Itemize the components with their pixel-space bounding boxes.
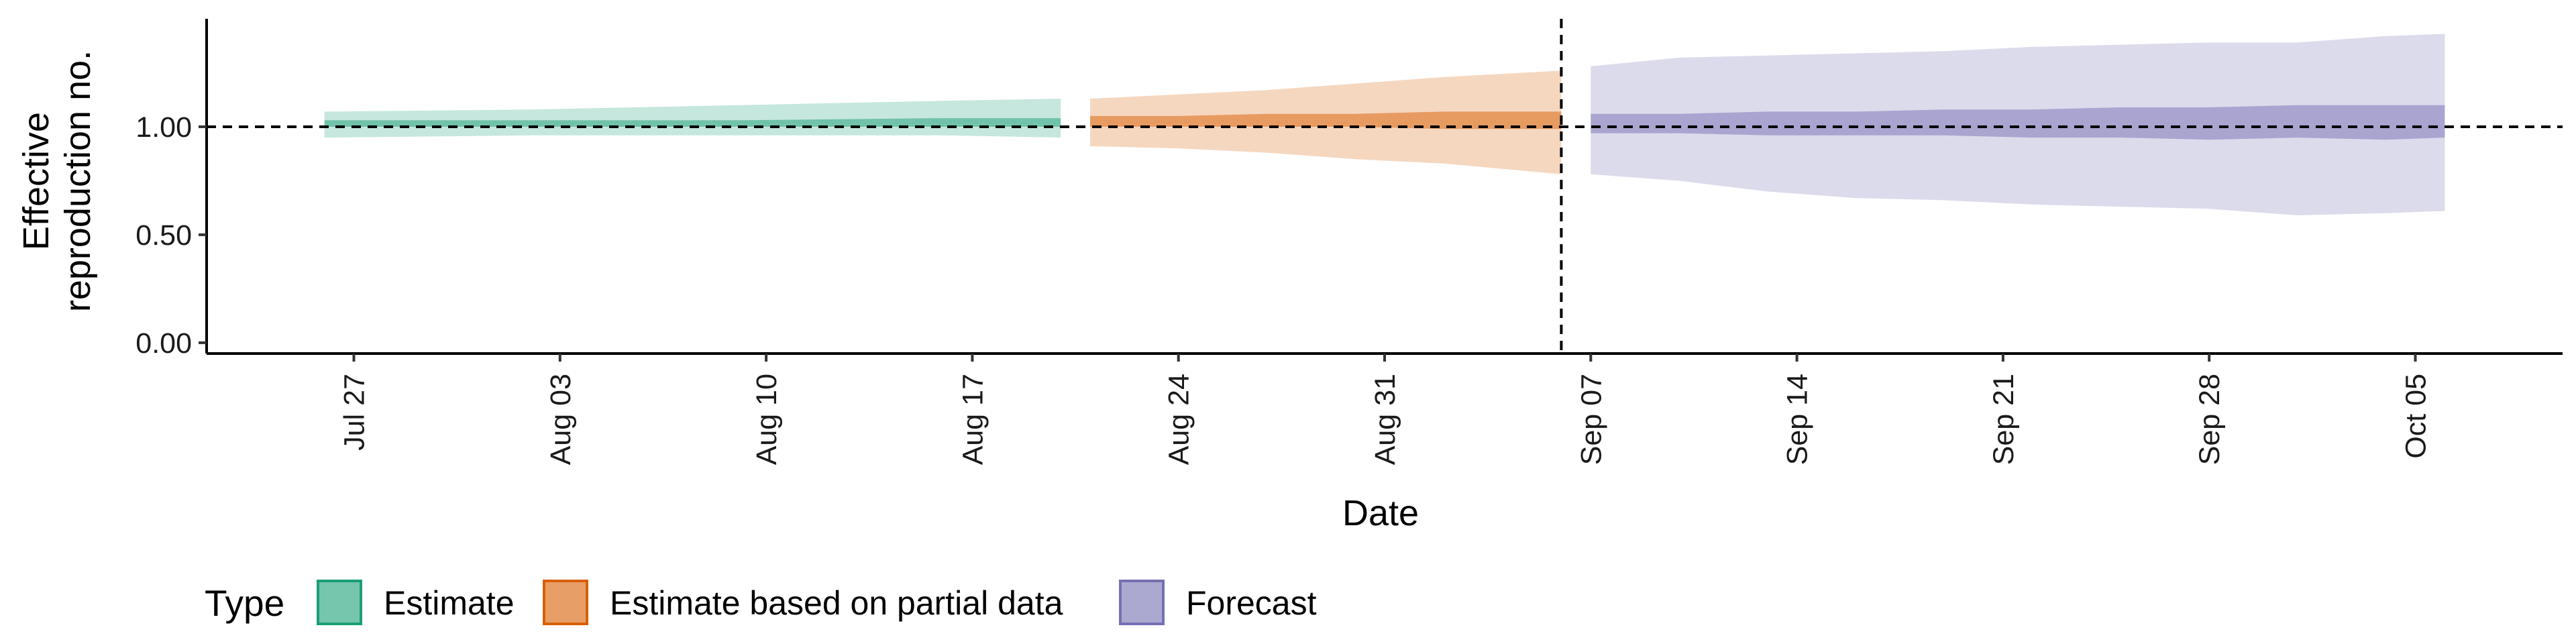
outer-band-estimate xyxy=(324,99,1061,138)
y-tick-label: 0.50 xyxy=(136,219,192,252)
legend-title: Type xyxy=(205,582,284,624)
x-tick-label: Aug 03 xyxy=(545,374,577,465)
inner-band-estimate-based-on-partial-data xyxy=(1090,111,1562,129)
x-tick-label: Oct 05 xyxy=(2400,374,2432,459)
x-tick-label: Aug 31 xyxy=(1369,374,1401,465)
legend-swatch-estimate-based-on-partial-data xyxy=(543,580,588,625)
x-tick-label: Sep 21 xyxy=(1988,374,2020,465)
y-axis-title-line-2: reproduction no. xyxy=(58,50,98,312)
x-tick-label: Sep 14 xyxy=(1782,374,1814,465)
reference-layer xyxy=(207,19,2563,354)
legend-label-estimate: Estimate xyxy=(384,584,515,622)
x-tick-label: Jul 27 xyxy=(339,374,371,451)
band-layer xyxy=(324,34,2445,215)
inner-band-estimate xyxy=(324,118,1061,127)
axes-layer: 0.00 0.50 1.00 Jul 27 Aug 03 Aug 10 Aug 17 Aug … xyxy=(136,19,2563,465)
x-tick-label: Aug 17 xyxy=(957,374,989,465)
y-tick-label: 1.00 xyxy=(136,111,192,144)
y-axis-title: Effective reproduction no. xyxy=(16,50,98,312)
x-tick-label: Aug 24 xyxy=(1163,374,1195,465)
legend: Type Estimate Estimate based on partial d… xyxy=(205,580,1317,625)
x-tick-label: Sep 07 xyxy=(1575,374,1607,465)
x-tick-label: Aug 10 xyxy=(751,374,783,465)
legend-label-estimate-based-on-partial-data: Estimate based on partial data xyxy=(610,584,1063,622)
y-tick-label: 0.00 xyxy=(136,327,192,360)
y-axis-title-line-1: Effective xyxy=(16,112,56,250)
inner-band-forecast xyxy=(1591,105,2445,140)
x-axis-title: Date xyxy=(1342,493,1419,533)
legend-swatch-estimate xyxy=(317,580,362,625)
x-tick-label: Sep 28 xyxy=(2194,374,2226,465)
legend-swatch-forecast xyxy=(1119,580,1165,625)
legend-label-forecast: Forecast xyxy=(1186,584,1317,622)
